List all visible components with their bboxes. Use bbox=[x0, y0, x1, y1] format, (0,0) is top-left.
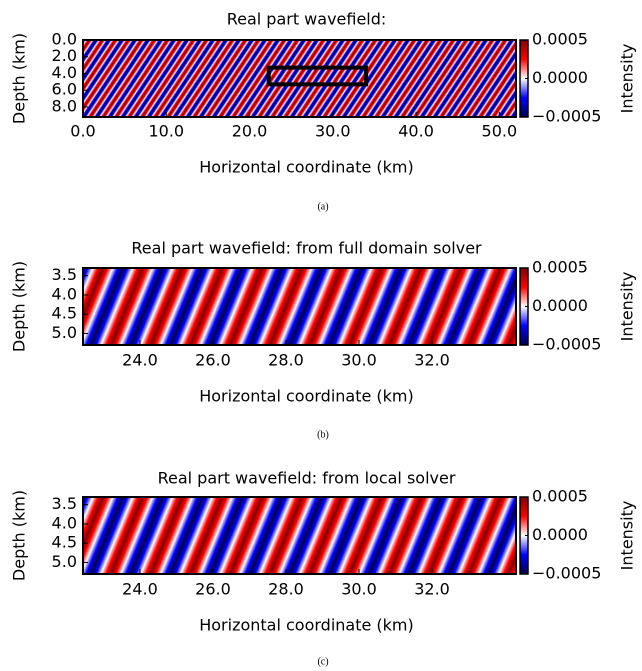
y-axis-label: Depth (km) bbox=[10, 261, 29, 352]
colorbar-tick-label: −0.0005 bbox=[532, 107, 601, 126]
colorbar-tick-label: 0.0000 bbox=[532, 525, 588, 544]
x-tick-label: 50.0 bbox=[482, 122, 518, 141]
y-axis-label: Depth (km) bbox=[10, 33, 29, 124]
x-tick-label: 32.0 bbox=[414, 351, 450, 370]
x-tick-label: 24.0 bbox=[122, 351, 158, 370]
y-tick-label: 2.0 bbox=[52, 46, 77, 65]
y-tick-label: 8.0 bbox=[52, 96, 77, 115]
y-tick-label: 5.0 bbox=[52, 323, 77, 342]
y-tick-label: 4.0 bbox=[52, 284, 77, 303]
chart-title: Real part wavefield: from local solver bbox=[158, 469, 456, 488]
x-tick-label: 30.0 bbox=[341, 580, 377, 599]
x-tick-label: 20.0 bbox=[232, 122, 268, 141]
y-tick-label: 6.0 bbox=[52, 80, 77, 99]
y-tick-label: 3.5 bbox=[52, 265, 77, 284]
y-tick-label: 4.0 bbox=[52, 63, 77, 82]
x-tick-label: 28.0 bbox=[268, 580, 304, 599]
wavefield-image bbox=[83, 268, 516, 345]
x-axis-label: Horizontal coordinate (km) bbox=[199, 158, 414, 177]
wavefield-image bbox=[83, 497, 516, 574]
x-tick-label: 40.0 bbox=[398, 122, 434, 141]
colorbar-tick-label: −0.0005 bbox=[532, 564, 601, 583]
y-tick-label: 3.5 bbox=[52, 494, 77, 513]
colorbar-tick-label: 0.0000 bbox=[532, 296, 588, 315]
plot-frame bbox=[82, 267, 517, 346]
x-tick-label: 24.0 bbox=[122, 580, 158, 599]
y-tick-label: 4.5 bbox=[52, 533, 77, 552]
x-tick-label: 10.0 bbox=[148, 122, 184, 141]
colorbar-tick-label: 0.0005 bbox=[532, 487, 588, 506]
x-tick-label: 28.0 bbox=[268, 351, 304, 370]
x-axis-label: Horizontal coordinate (km) bbox=[199, 387, 414, 406]
y-tick-label: 4.0 bbox=[52, 513, 77, 532]
colorbar-label: Intensity bbox=[618, 501, 637, 571]
colorbar-tick-label: 0.0000 bbox=[532, 68, 588, 87]
x-tick-label: 32.0 bbox=[414, 580, 450, 599]
colorbar-tick-label: −0.0005 bbox=[532, 335, 601, 354]
colorbar-label: Intensity bbox=[618, 44, 637, 114]
chart-title: Real part wavefield: bbox=[227, 10, 387, 29]
x-axis-label: Horizontal coordinate (km) bbox=[199, 616, 414, 635]
colorbar-tick-label: 0.0005 bbox=[532, 30, 588, 49]
plot-frame bbox=[82, 39, 517, 118]
wavefield-image bbox=[83, 40, 516, 117]
caption: (b) bbox=[317, 429, 329, 440]
y-tick-label: 0.0 bbox=[52, 30, 77, 49]
x-tick-label: 30.0 bbox=[315, 122, 351, 141]
x-tick-label: 0.0 bbox=[70, 122, 95, 141]
y-tick-label: 4.5 bbox=[52, 304, 77, 323]
chart-title: Real part wavefield: from full domain so… bbox=[131, 239, 482, 258]
x-tick-label: 26.0 bbox=[195, 351, 231, 370]
caption: (a) bbox=[317, 201, 328, 212]
colorbar-label: Intensity bbox=[618, 272, 637, 342]
plot-frame bbox=[82, 496, 517, 575]
colorbar-tick-label: 0.0005 bbox=[532, 258, 588, 277]
y-axis-label: Depth (km) bbox=[10, 490, 29, 581]
y-tick-label: 5.0 bbox=[52, 552, 77, 571]
zoom-box bbox=[266, 65, 369, 87]
x-tick-label: 30.0 bbox=[341, 351, 377, 370]
x-tick-label: 26.0 bbox=[195, 580, 231, 599]
caption: (c) bbox=[317, 656, 328, 667]
